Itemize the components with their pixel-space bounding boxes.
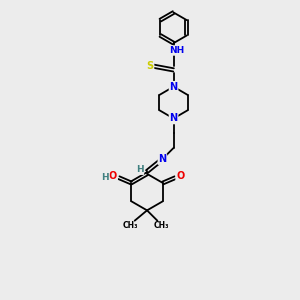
Text: S: S (146, 61, 154, 71)
Text: N: N (169, 113, 178, 124)
Text: CH₃: CH₃ (123, 221, 139, 230)
Text: H: H (136, 165, 143, 174)
Text: CH₃: CH₃ (153, 221, 169, 230)
Text: N: N (169, 82, 178, 92)
Text: H: H (101, 173, 109, 182)
Text: O: O (176, 172, 184, 182)
Text: N: N (158, 154, 166, 164)
Text: O: O (109, 171, 117, 181)
Text: NH: NH (169, 46, 185, 55)
